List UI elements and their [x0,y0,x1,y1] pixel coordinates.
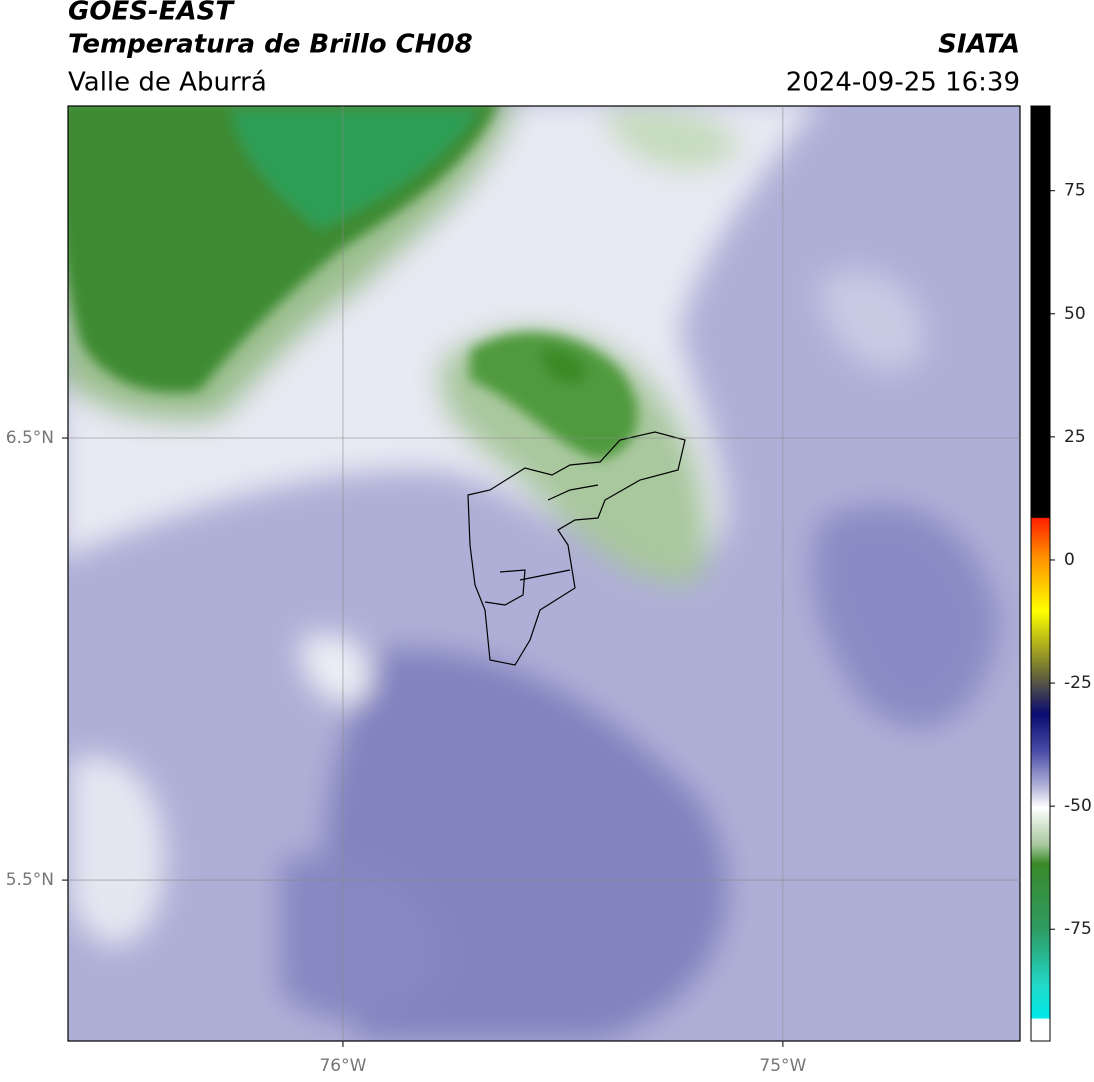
product: Temperatura de Brillo CH08 [68,30,473,60]
y-tick-label: 6.5°N [6,428,54,448]
region: Valle de Aburrá [68,68,267,98]
datetime: 2024-09-25 16:39 [786,68,1020,98]
colorbar-tick-label: -25 [1064,673,1092,693]
header: GOES-EAST Temperatura de Brillo CH08 Val… [68,0,1020,98]
colorbar-tick-label: 50 [1064,304,1086,324]
colorbar-tick-label: -50 [1064,796,1092,816]
x-tick-label: 76°W [319,1056,366,1076]
satellite-image [68,106,1020,1041]
colorbar-tick-label: -75 [1064,919,1092,939]
x-tick-label: 75°W [759,1056,806,1076]
satellite: GOES-EAST [68,0,235,27]
colorbar-tick-label: 25 [1064,427,1086,447]
y-tick-label: 5.5°N [6,870,54,890]
source: SIATA [938,30,1020,60]
map-frame [67,105,1021,1042]
colorbar-tick-label: 75 [1064,181,1086,201]
colorbar-tick-label: 0 [1064,550,1075,570]
colorbar [1030,105,1051,1042]
valley-outline [467,431,686,666]
